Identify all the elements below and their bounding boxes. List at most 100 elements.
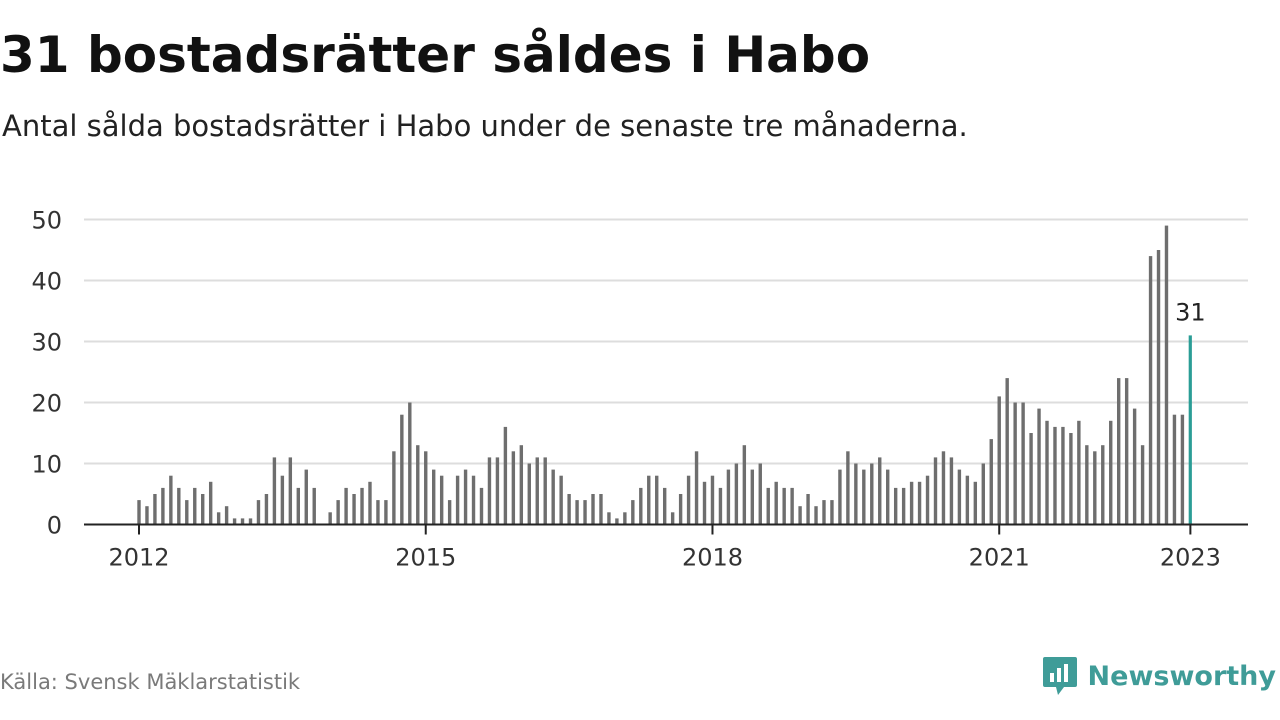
bar (782, 487, 786, 525)
chart-subtitle: Antal sålda bostadsrätter i Habo under d… (2, 109, 968, 143)
bar (503, 426, 508, 525)
bar (360, 487, 364, 525)
bar (272, 457, 277, 525)
bar (336, 500, 340, 525)
bar (137, 500, 141, 525)
bar (774, 481, 778, 525)
bar (352, 494, 356, 525)
bar (256, 500, 261, 525)
bar (463, 469, 468, 525)
bar (878, 457, 882, 525)
bar (1061, 426, 1065, 525)
bar (487, 457, 492, 525)
bar (591, 494, 595, 525)
bar (1045, 420, 1049, 525)
bar (1085, 445, 1089, 525)
bar (838, 469, 842, 525)
bar (710, 475, 715, 525)
bar (886, 469, 890, 525)
bar (623, 512, 627, 525)
bar (400, 414, 404, 525)
bar (750, 469, 755, 525)
bar (662, 487, 667, 525)
bar (893, 487, 898, 525)
bar (1101, 445, 1105, 525)
bar (1037, 408, 1041, 525)
bar (981, 463, 985, 525)
bar (495, 457, 500, 525)
bar (670, 512, 675, 525)
bar (567, 494, 571, 525)
bar (1077, 420, 1081, 525)
bar (535, 457, 539, 525)
bar (559, 475, 563, 525)
bar (264, 494, 269, 525)
bar (153, 494, 157, 525)
bar (424, 451, 428, 525)
y-tick-label: 10 (31, 451, 62, 479)
x-tick-label: 2021 (969, 544, 1030, 572)
bar (304, 469, 308, 525)
bar (511, 451, 516, 525)
y-tick-label: 0 (47, 512, 62, 540)
chart-title: 31 bostadsrätter såldes i Habo (0, 26, 871, 84)
bar (1124, 378, 1129, 525)
bar (758, 463, 762, 525)
bar (416, 445, 420, 525)
bar (965, 475, 970, 525)
bar (909, 481, 914, 525)
bar (216, 512, 221, 525)
brand-name: Newsworthy (1087, 660, 1276, 692)
x-tick-label: 2012 (108, 544, 169, 572)
bar (1053, 426, 1057, 525)
bar (1069, 433, 1073, 525)
bar (1116, 378, 1121, 525)
bar (726, 469, 731, 525)
y-axis-ticks: 0 10 20 30 40 50 (31, 207, 62, 540)
bar (615, 518, 619, 525)
bar (376, 500, 380, 525)
bar (344, 487, 348, 525)
bar (933, 457, 938, 525)
bar (806, 494, 810, 525)
bar (201, 494, 205, 525)
bar (193, 487, 197, 525)
bar (973, 481, 978, 525)
gridlines (84, 218, 1248, 465)
bar (575, 500, 579, 525)
bar (862, 469, 866, 525)
bar (1156, 250, 1161, 525)
bar (639, 487, 643, 525)
bar (631, 500, 635, 525)
y-tick-label: 40 (31, 268, 62, 296)
bar (830, 500, 834, 525)
newsworthy-logo-icon (1042, 657, 1077, 695)
bar (296, 487, 300, 525)
y-tick-label: 30 (31, 329, 62, 357)
bar (1005, 378, 1009, 525)
bar (224, 506, 229, 525)
bar (742, 445, 747, 525)
bar (248, 518, 253, 525)
bar (718, 487, 723, 525)
bar (949, 457, 954, 525)
bar (280, 475, 285, 525)
bar (1164, 225, 1169, 525)
bar (1013, 402, 1017, 525)
bar (957, 469, 962, 525)
bar (694, 451, 699, 525)
bar (1029, 433, 1033, 525)
bar (607, 512, 611, 525)
bars (137, 225, 1192, 525)
bar (989, 439, 993, 525)
bar (177, 487, 181, 525)
bar (208, 481, 213, 525)
bar (686, 475, 691, 525)
bar (901, 487, 906, 525)
bar (169, 475, 173, 525)
bar (551, 469, 555, 525)
bar (583, 500, 587, 525)
bar (161, 487, 165, 525)
bar (822, 500, 826, 525)
bar (1148, 256, 1153, 525)
